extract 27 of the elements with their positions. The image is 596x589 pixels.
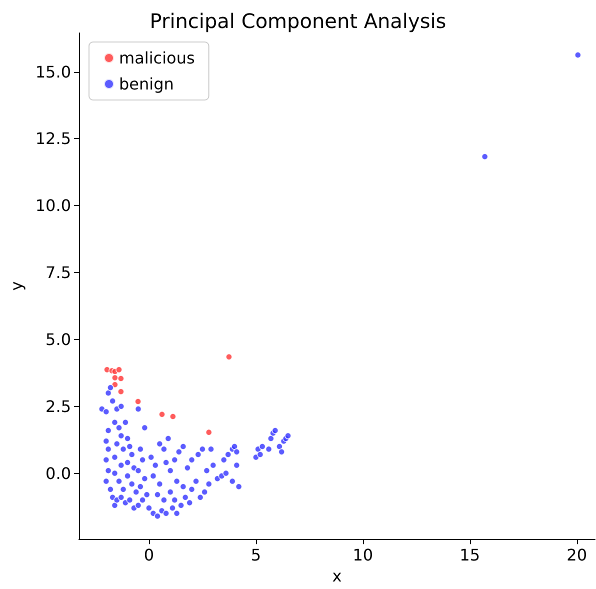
x-tick-label: 20 <box>566 546 587 565</box>
point <box>134 398 142 405</box>
point <box>112 381 118 388</box>
point <box>118 388 124 396</box>
y-tick-label: 5.0 <box>46 330 71 349</box>
x-tick-label: 5 <box>250 546 262 565</box>
chart-title: Principal Component Analysis <box>150 9 446 33</box>
point <box>226 353 232 360</box>
point <box>116 366 122 374</box>
point <box>170 413 176 420</box>
point <box>205 428 212 436</box>
y-tick-label: 15.0 <box>35 62 71 82</box>
x-tick-label: 10 <box>352 546 374 565</box>
x-tick-label: 15 <box>460 546 480 565</box>
x-axis-title: x <box>332 566 342 586</box>
x-tick-label: 0 <box>144 546 154 565</box>
y-tick-label: 2.5 <box>46 396 71 416</box>
y-tick-label: 7.5 <box>46 263 71 282</box>
y-tick-label: 12.5 <box>35 129 71 148</box>
legend-label: benign <box>119 74 174 94</box>
y-axis-title: y <box>6 281 26 291</box>
y-tick-label: 0.0 <box>46 464 71 483</box>
point <box>158 410 166 418</box>
point <box>112 374 118 382</box>
legend-label: malicious <box>119 48 195 68</box>
point <box>118 375 124 382</box>
y-tick-label: 10.0 <box>35 196 71 216</box>
